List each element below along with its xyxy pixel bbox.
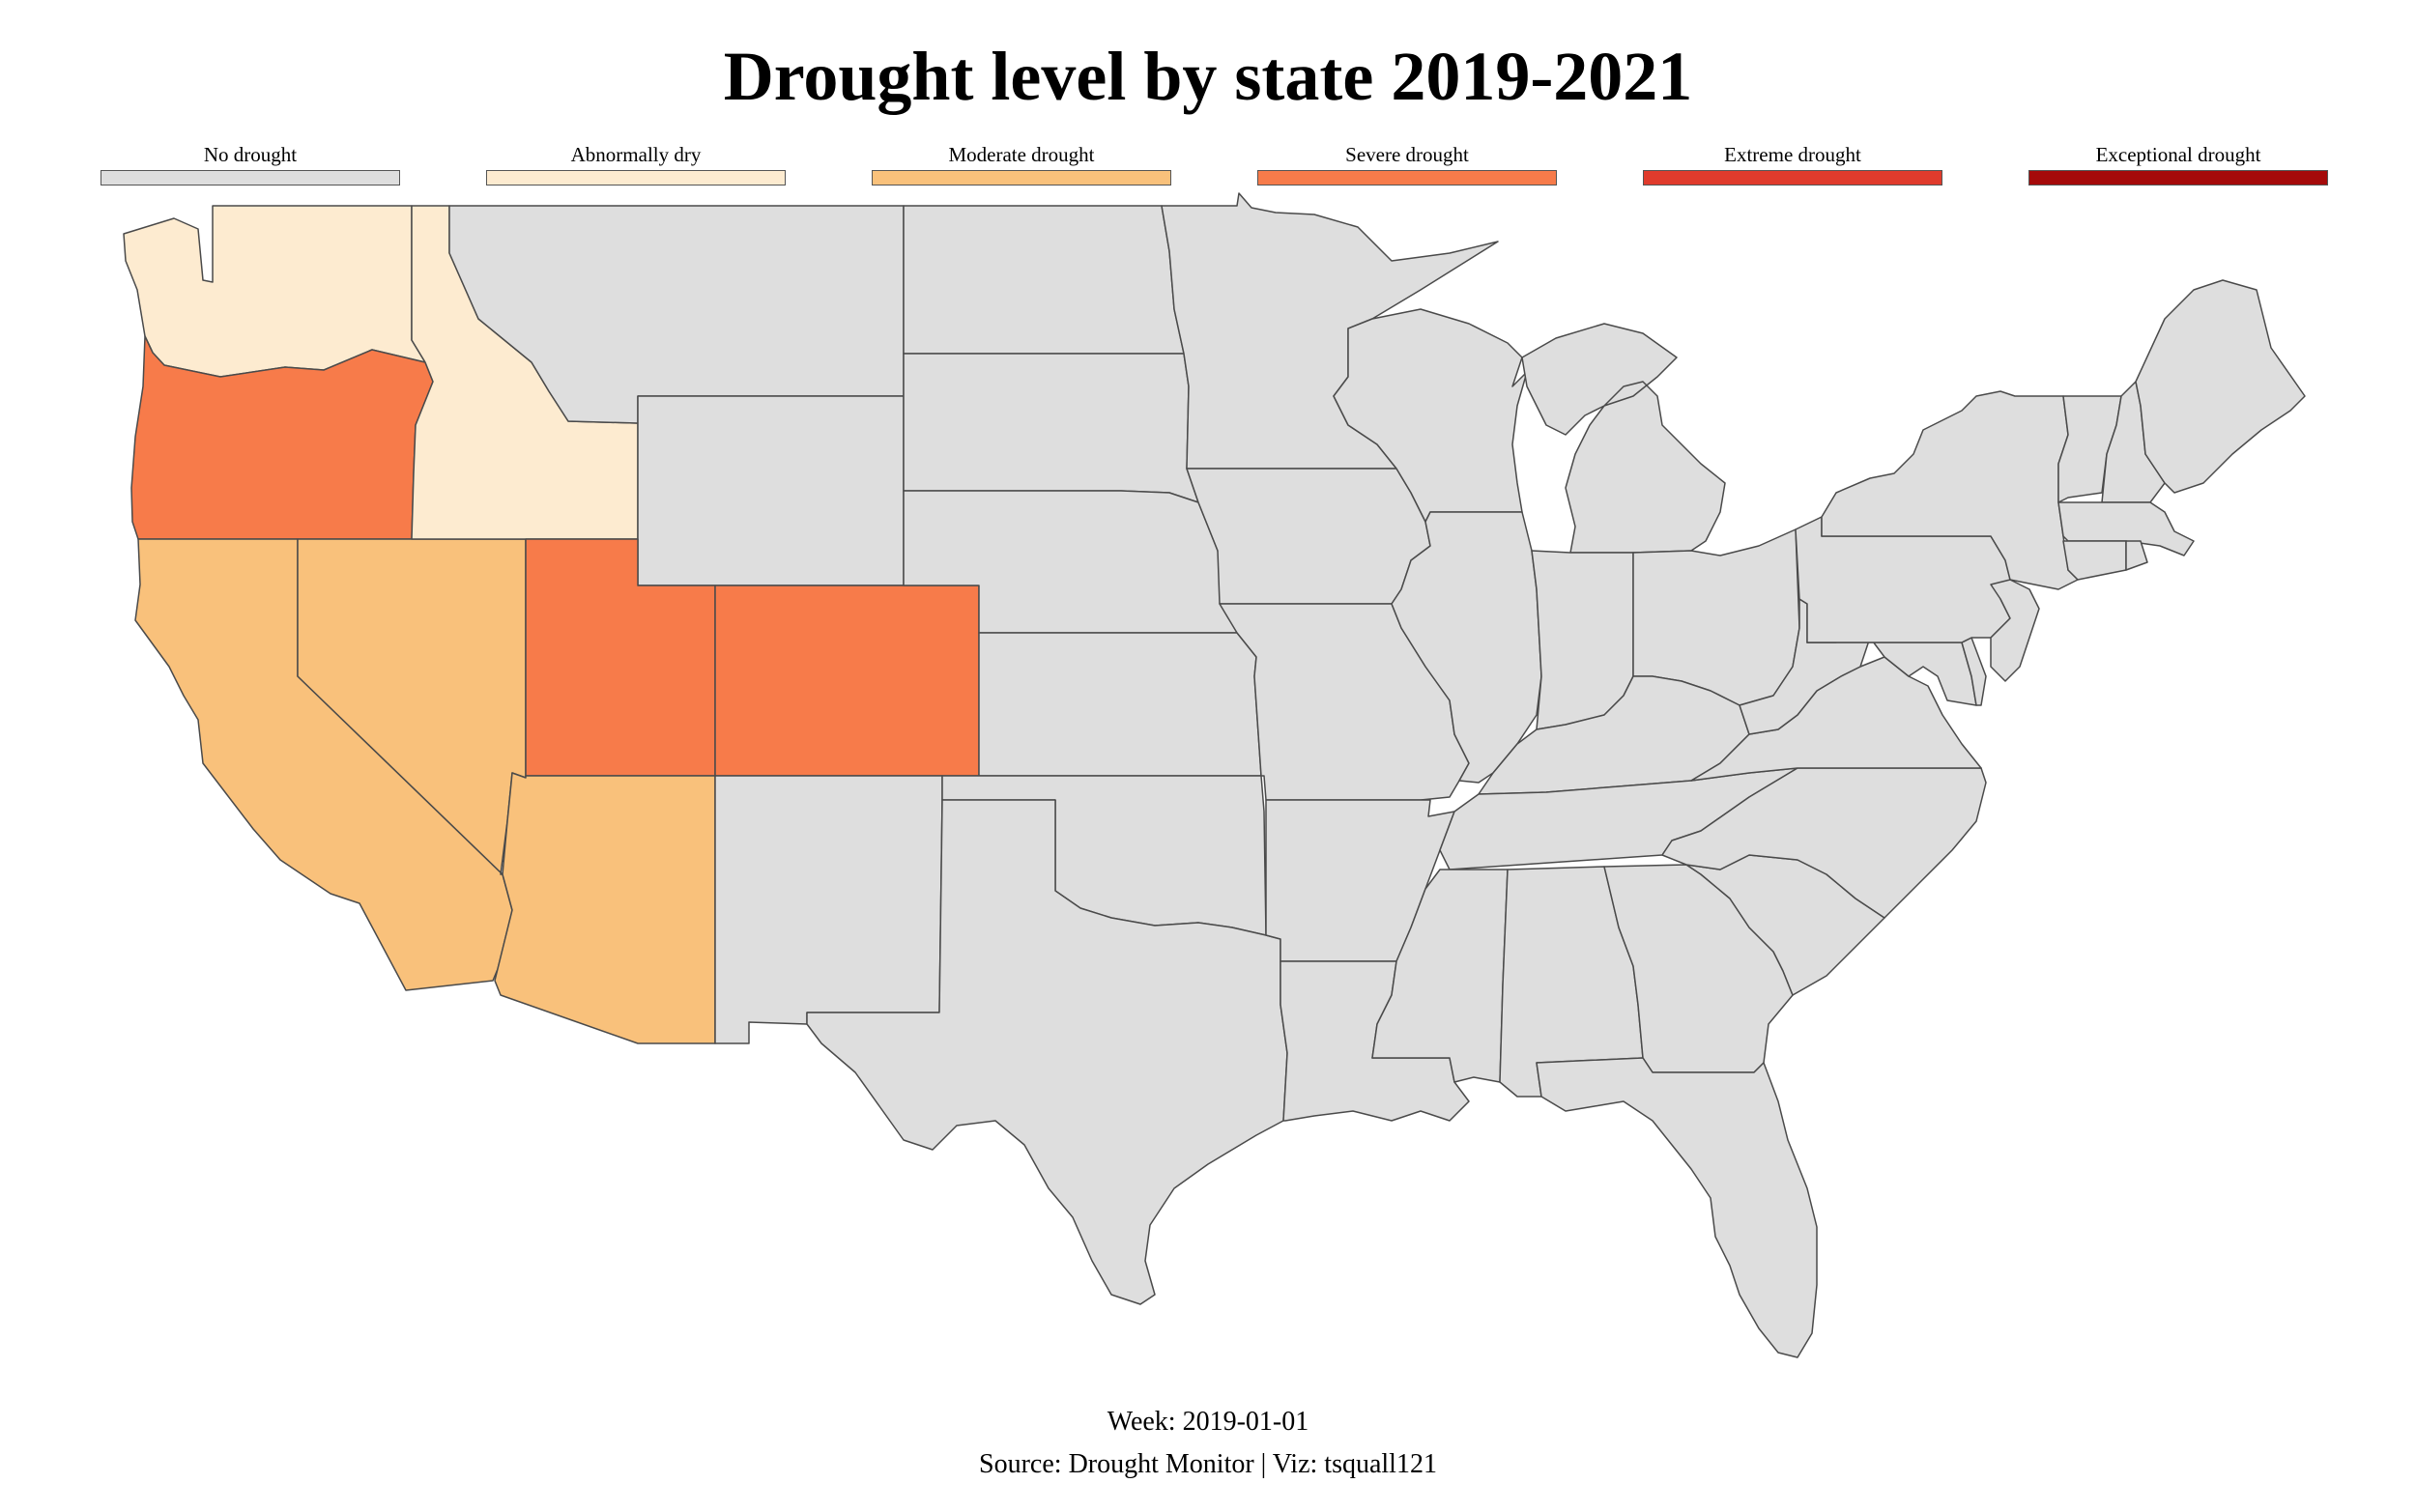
state-north-dakota: [903, 205, 1185, 355]
legend-swatch: [1643, 170, 1942, 185]
state-colorado: [714, 585, 980, 777]
legend-label: Severe drought: [1345, 143, 1469, 166]
legend-label: No drought: [203, 143, 298, 166]
legend-swatch: [101, 170, 400, 185]
state-kansas: [978, 632, 1262, 777]
legend-item-severe-drought: Severe drought: [1257, 143, 1557, 185]
state-massachusetts: [2057, 501, 2195, 556]
legend: No drought Abnormally dry Moderate droug…: [0, 0, 2416, 193]
legend-item-exceptional-drought: Exceptional drought: [2028, 143, 2328, 185]
week-label: Week: 2019-01-01: [1107, 1407, 1309, 1437]
legend-label: Exceptional drought: [2095, 143, 2261, 166]
state-arizona: [494, 772, 716, 1044]
legend-item-no-drought: No drought: [101, 143, 400, 185]
legend-swatch: [1257, 170, 1557, 185]
legend-label: Moderate drought: [948, 143, 1095, 166]
state-connecticut: [2062, 540, 2127, 581]
state-michigan: [1521, 323, 1726, 554]
state-north-carolina: [1661, 767, 1987, 919]
legend-swatch: [486, 170, 786, 185]
legend-label: Abnormally dry: [570, 143, 702, 166]
legend-swatch: [2028, 170, 2328, 185]
map-title: Drought level by state 2019-2021: [723, 38, 1693, 115]
legend-item-abnormally-dry: Abnormally dry: [486, 143, 786, 185]
state-florida: [1536, 1057, 1818, 1358]
state-wisconsin: [1333, 308, 1528, 523]
legend-item-moderate-drought: Moderate drought: [872, 143, 1171, 185]
state-texas: [806, 799, 1288, 1305]
state-iowa: [1186, 468, 1431, 605]
state-south-dakota: [903, 353, 1199, 503]
legend-item-extreme-drought: Extreme drought: [1643, 143, 1942, 185]
source-credit: Source: Drought Monitor | Viz: tsquall12…: [979, 1449, 1437, 1479]
legend-swatch: [872, 170, 1171, 185]
legend-label: Extreme drought: [1724, 143, 1861, 166]
state-rhode-island: [2125, 540, 2148, 571]
state-new-jersey: [1990, 579, 2040, 682]
state-new-mexico: [714, 775, 943, 1044]
state-maine: [2135, 279, 2306, 494]
state-wyoming: [637, 395, 905, 586]
